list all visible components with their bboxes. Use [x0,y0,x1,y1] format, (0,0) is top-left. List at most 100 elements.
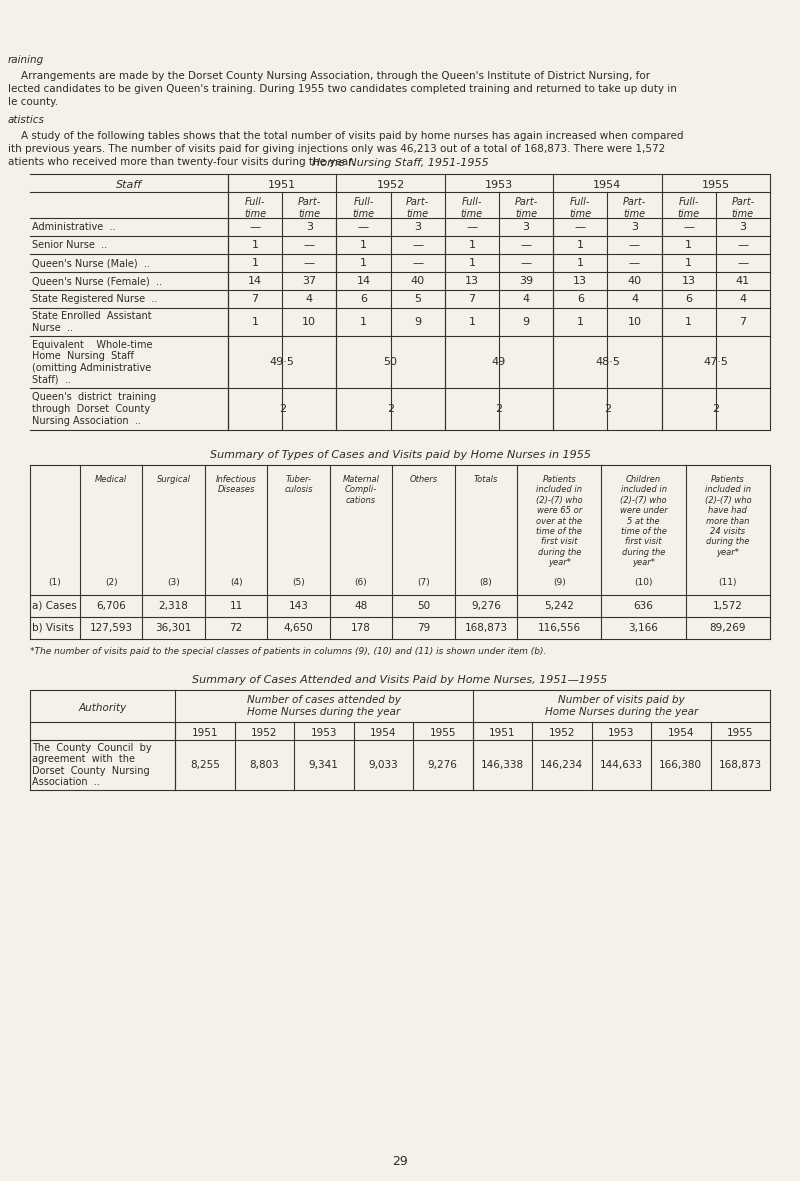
Text: 1: 1 [251,317,258,327]
Text: 9,341: 9,341 [309,761,338,770]
Text: 2,318: 2,318 [158,601,189,611]
Text: Staff: Staff [116,180,142,190]
Text: atistics: atistics [8,115,45,125]
Text: 1: 1 [251,257,258,268]
Text: 29: 29 [392,1155,408,1168]
Text: 7: 7 [251,294,258,304]
Text: Part-
time: Part- time [514,197,538,218]
Text: (11): (11) [718,578,737,587]
Text: ith previous years. The number of visits paid for giving injections only was 46,: ith previous years. The number of visits… [8,144,666,154]
Text: 144,633: 144,633 [600,761,643,770]
Text: Queen's  district  training
through  Dorset  County
Nursing Association  ..: Queen's district training through Dorset… [32,392,156,425]
Text: 14: 14 [248,276,262,286]
Text: 1951: 1951 [268,180,296,190]
Text: 7: 7 [468,294,475,304]
Text: 10: 10 [302,317,316,327]
Text: 3: 3 [414,222,421,231]
Text: —: — [574,222,586,231]
Text: 9: 9 [414,317,422,327]
Text: —: — [738,257,749,268]
Text: Part-
time: Part- time [298,197,321,218]
Text: Totals: Totals [474,475,498,484]
Text: 116,556: 116,556 [538,624,581,633]
Text: —: — [412,240,423,250]
Text: Senior Nurse  ..: Senior Nurse .. [32,240,107,250]
Text: 4: 4 [522,294,530,304]
Text: —: — [521,257,532,268]
Text: 6: 6 [360,294,367,304]
Text: Surgical: Surgical [157,475,190,484]
Text: 1,572: 1,572 [713,601,742,611]
Text: 72: 72 [230,624,242,633]
Text: State Enrolled  Assistant
Nurse  ..: State Enrolled Assistant Nurse .. [32,312,152,333]
Text: atients who received more than twenty-four visits during the year.: atients who received more than twenty-fo… [8,157,355,167]
Text: Tuber-
culosis: Tuber- culosis [284,475,313,495]
Text: 9,033: 9,033 [368,761,398,770]
Text: Full-
time: Full- time [244,197,266,218]
Text: —: — [412,257,423,268]
Text: a) Cases: a) Cases [32,601,77,611]
Text: 1: 1 [685,317,692,327]
Text: 7: 7 [739,317,746,327]
Text: 1: 1 [577,317,584,327]
Text: 1952: 1952 [549,727,575,738]
Text: 40: 40 [410,276,425,286]
Text: 49: 49 [492,357,506,367]
Text: —: — [521,240,532,250]
Text: Arrangements are made by the Dorset County Nursing Association, through the Quee: Arrangements are made by the Dorset Coun… [8,71,650,81]
Text: 4: 4 [739,294,746,304]
Text: 5: 5 [414,294,421,304]
Text: Queen's Nurse (Male)  ..: Queen's Nurse (Male) .. [32,257,150,268]
Text: 3: 3 [306,222,313,231]
Text: Others: Others [410,475,438,484]
Text: 48: 48 [354,601,368,611]
Text: 50: 50 [417,601,430,611]
Text: Full-
time: Full- time [353,197,374,218]
Text: 36,301: 36,301 [155,624,192,633]
Text: Full-
time: Full- time [461,197,483,218]
Text: Patients
included in
(2)-(7) who
were 65 or
over at the
time of the
first visit
: Patients included in (2)-(7) who were 65… [536,475,582,567]
Text: 41: 41 [736,276,750,286]
Text: Equivalent    Whole-time
Home  Nursing  Staff
(omitting Administrative
Staff)  .: Equivalent Whole-time Home Nursing Staff… [32,340,153,384]
Text: 8,255: 8,255 [190,761,220,770]
Text: raining: raining [8,56,44,65]
Text: 166,380: 166,380 [659,761,702,770]
Text: Full-
time: Full- time [678,197,700,218]
Text: 1951: 1951 [489,727,515,738]
Text: 2: 2 [495,404,502,415]
Text: (8): (8) [479,578,492,587]
Text: 168,873: 168,873 [464,624,507,633]
Text: —: — [304,257,315,268]
Text: 127,593: 127,593 [90,624,133,633]
Text: —: — [304,240,315,250]
Text: Full-
time: Full- time [570,197,591,218]
Text: —: — [358,222,369,231]
Text: 636: 636 [634,601,654,611]
Text: 13: 13 [465,276,479,286]
Text: Number of cases attended by
Home Nurses during the year: Number of cases attended by Home Nurses … [246,694,401,717]
Text: The  County  Council  by
agreement  with  the
Dorset  County  Nursing
Associatio: The County Council by agreement with the… [32,743,152,788]
Text: 1955: 1955 [727,727,754,738]
Text: (5): (5) [292,578,305,587]
Text: (3): (3) [167,578,180,587]
Text: 9: 9 [522,317,530,327]
Text: 1: 1 [360,240,367,250]
Text: 13: 13 [574,276,587,286]
Text: Part-
time: Part- time [731,197,754,218]
Text: 178: 178 [351,624,371,633]
Text: 2: 2 [387,404,394,415]
Text: 143: 143 [289,601,309,611]
Text: lected candidates to be given Queen's training. During 1955 two candidates compl: lected candidates to be given Queen's tr… [8,84,677,94]
Text: 39: 39 [519,276,533,286]
Text: —: — [250,222,261,231]
Text: —: — [683,222,694,231]
Text: —: — [629,257,640,268]
Text: 1: 1 [469,240,475,250]
Text: Authority: Authority [78,703,126,713]
Text: 4: 4 [631,294,638,304]
Text: 6: 6 [685,294,692,304]
Text: Summary of Cases Attended and Visits Paid by Home Nurses, 1951—1955: Summary of Cases Attended and Visits Pai… [192,676,608,685]
Text: 14: 14 [357,276,370,286]
Text: 1: 1 [360,257,367,268]
Text: Administrative  ..: Administrative .. [32,222,115,231]
